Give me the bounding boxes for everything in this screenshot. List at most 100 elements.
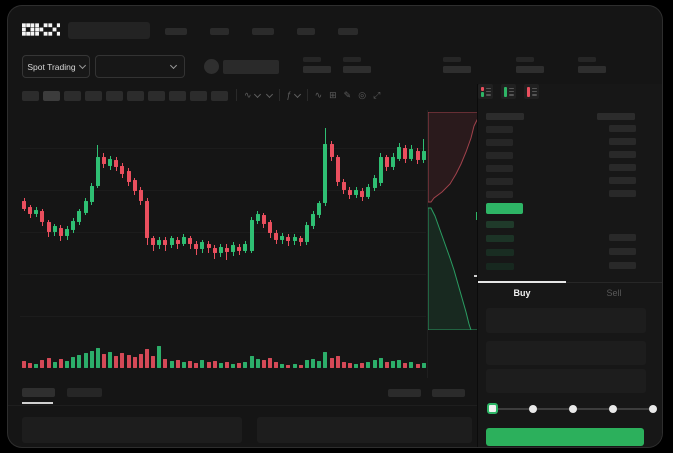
bid-price-row[interactable]	[486, 221, 514, 228]
bottom-divider	[8, 405, 477, 406]
timeframe-button[interactable]	[148, 91, 165, 101]
candle-body	[378, 157, 383, 184]
bid-price-row[interactable]	[486, 263, 514, 270]
timeframe-button[interactable]	[106, 91, 123, 101]
tab-buy[interactable]: Buy	[513, 288, 531, 298]
last-price-badge[interactable]	[486, 203, 523, 214]
ask-price-row[interactable]	[486, 152, 513, 159]
volume-histogram[interactable]	[20, 340, 428, 368]
order-input-field[interactable]	[486, 369, 646, 393]
timeframe-button[interactable]	[190, 91, 207, 101]
timeframe-button[interactable]	[43, 91, 60, 101]
candle-body	[304, 224, 309, 243]
nav-item-placeholder[interactable]	[252, 28, 274, 35]
candle-body	[391, 157, 395, 167]
timeframe-button[interactable]	[64, 91, 81, 101]
candle-body	[212, 247, 217, 254]
history-panel-placeholder	[257, 417, 472, 443]
candle-body	[421, 150, 426, 161]
slider-stop[interactable]	[648, 405, 657, 413]
candle-body	[384, 157, 389, 167]
candle-body	[46, 222, 51, 232]
volume-bar	[200, 360, 205, 368]
candle-body	[22, 200, 26, 209]
volume-bar	[40, 360, 45, 368]
volume-bar	[77, 355, 82, 368]
trade-tabs-divider	[478, 282, 662, 283]
screenshot-icon[interactable]: ✎	[343, 89, 352, 100]
timeframe-button[interactable]	[22, 91, 39, 101]
ask-amount-row[interactable]	[609, 138, 636, 145]
bottom-tab-active[interactable]	[22, 388, 55, 397]
volume-bar	[372, 360, 377, 368]
depth-chart[interactable]	[428, 112, 480, 330]
chart-type-icon[interactable]: ∿	[244, 90, 261, 101]
compare-icon[interactable]: ⊞	[329, 89, 337, 100]
bottom-action-2[interactable]	[432, 389, 465, 397]
nav-item-placeholder[interactable]	[297, 28, 315, 35]
line-tools-icon[interactable]: ∿	[314, 89, 323, 100]
volume-bar	[89, 351, 94, 368]
bid-price-row[interactable]	[486, 235, 514, 242]
volume-bar	[403, 363, 408, 368]
bid-price-row[interactable]	[486, 249, 514, 256]
book-bids-icon[interactable]	[501, 84, 516, 99]
active-tab-indicator	[478, 281, 566, 283]
volume-bar	[138, 354, 143, 368]
candle-body	[120, 165, 125, 174]
candle-body	[317, 203, 322, 216]
fullscreen-icon[interactable]: ⤢	[373, 89, 381, 100]
book-asks-icon[interactable]	[524, 84, 539, 99]
volume-bar	[145, 349, 149, 368]
indicators-icon[interactable]: ƒ	[287, 90, 301, 100]
timeframe-button[interactable]	[169, 91, 186, 101]
candlestick-chart[interactable]	[20, 110, 428, 280]
timeframe-button[interactable]	[211, 91, 228, 101]
volume-bar	[366, 362, 371, 368]
chevron-down-icon	[169, 61, 178, 70]
bid-amount-row[interactable]	[609, 262, 636, 269]
gridline	[20, 148, 426, 149]
timeframe-button[interactable]	[127, 91, 144, 101]
ask-price-row[interactable]	[486, 139, 513, 146]
candle-body	[298, 238, 303, 243]
nav-item-placeholder[interactable]	[338, 28, 358, 35]
ask-price-row[interactable]	[486, 191, 513, 198]
book-combined-icon[interactable]	[478, 84, 493, 99]
market-mode-dropdown[interactable]: Spot Trading	[22, 55, 90, 78]
nav-item-placeholder[interactable]	[165, 28, 187, 35]
candle-body	[415, 150, 420, 161]
ask-amount-row[interactable]	[609, 164, 636, 171]
ask-price-row[interactable]	[486, 165, 513, 172]
pair-select-dropdown[interactable]	[95, 55, 185, 78]
slider-handle[interactable]	[487, 403, 498, 414]
slider-stop[interactable]	[608, 405, 617, 413]
slider-stop[interactable]	[568, 405, 577, 413]
candle-body	[224, 247, 229, 252]
tab-sell[interactable]: Sell	[606, 288, 622, 298]
bid-amount-row[interactable]	[609, 248, 636, 255]
ask-amount-row[interactable]	[609, 151, 636, 158]
token-avatar	[204, 59, 219, 74]
gridline	[20, 190, 426, 191]
ask-amount-row[interactable]	[609, 190, 636, 197]
stat-value-placeholder	[443, 66, 471, 73]
stat-label-placeholder	[516, 57, 534, 62]
timeframe-button[interactable]	[85, 91, 102, 101]
volume-bar	[304, 360, 309, 368]
ask-amount-row[interactable]	[609, 125, 636, 132]
order-input-field[interactable]	[486, 341, 646, 365]
ask-price-row[interactable]	[486, 126, 513, 133]
interval-dropdown-icon[interactable]	[265, 90, 273, 98]
slider-stop[interactable]	[528, 405, 537, 413]
nav-item-placeholder[interactable]	[210, 28, 229, 35]
candle-body	[175, 239, 180, 244]
ask-price-row[interactable]	[486, 178, 513, 185]
bottom-action-1[interactable]	[388, 389, 421, 397]
buy-submit-button[interactable]	[486, 428, 644, 446]
ask-amount-row[interactable]	[609, 177, 636, 184]
bottom-tab-2[interactable]	[67, 388, 102, 397]
chart-settings-icon[interactable]: ◎	[358, 89, 367, 100]
bid-amount-row[interactable]	[609, 234, 636, 241]
order-input-field[interactable]	[486, 308, 646, 333]
